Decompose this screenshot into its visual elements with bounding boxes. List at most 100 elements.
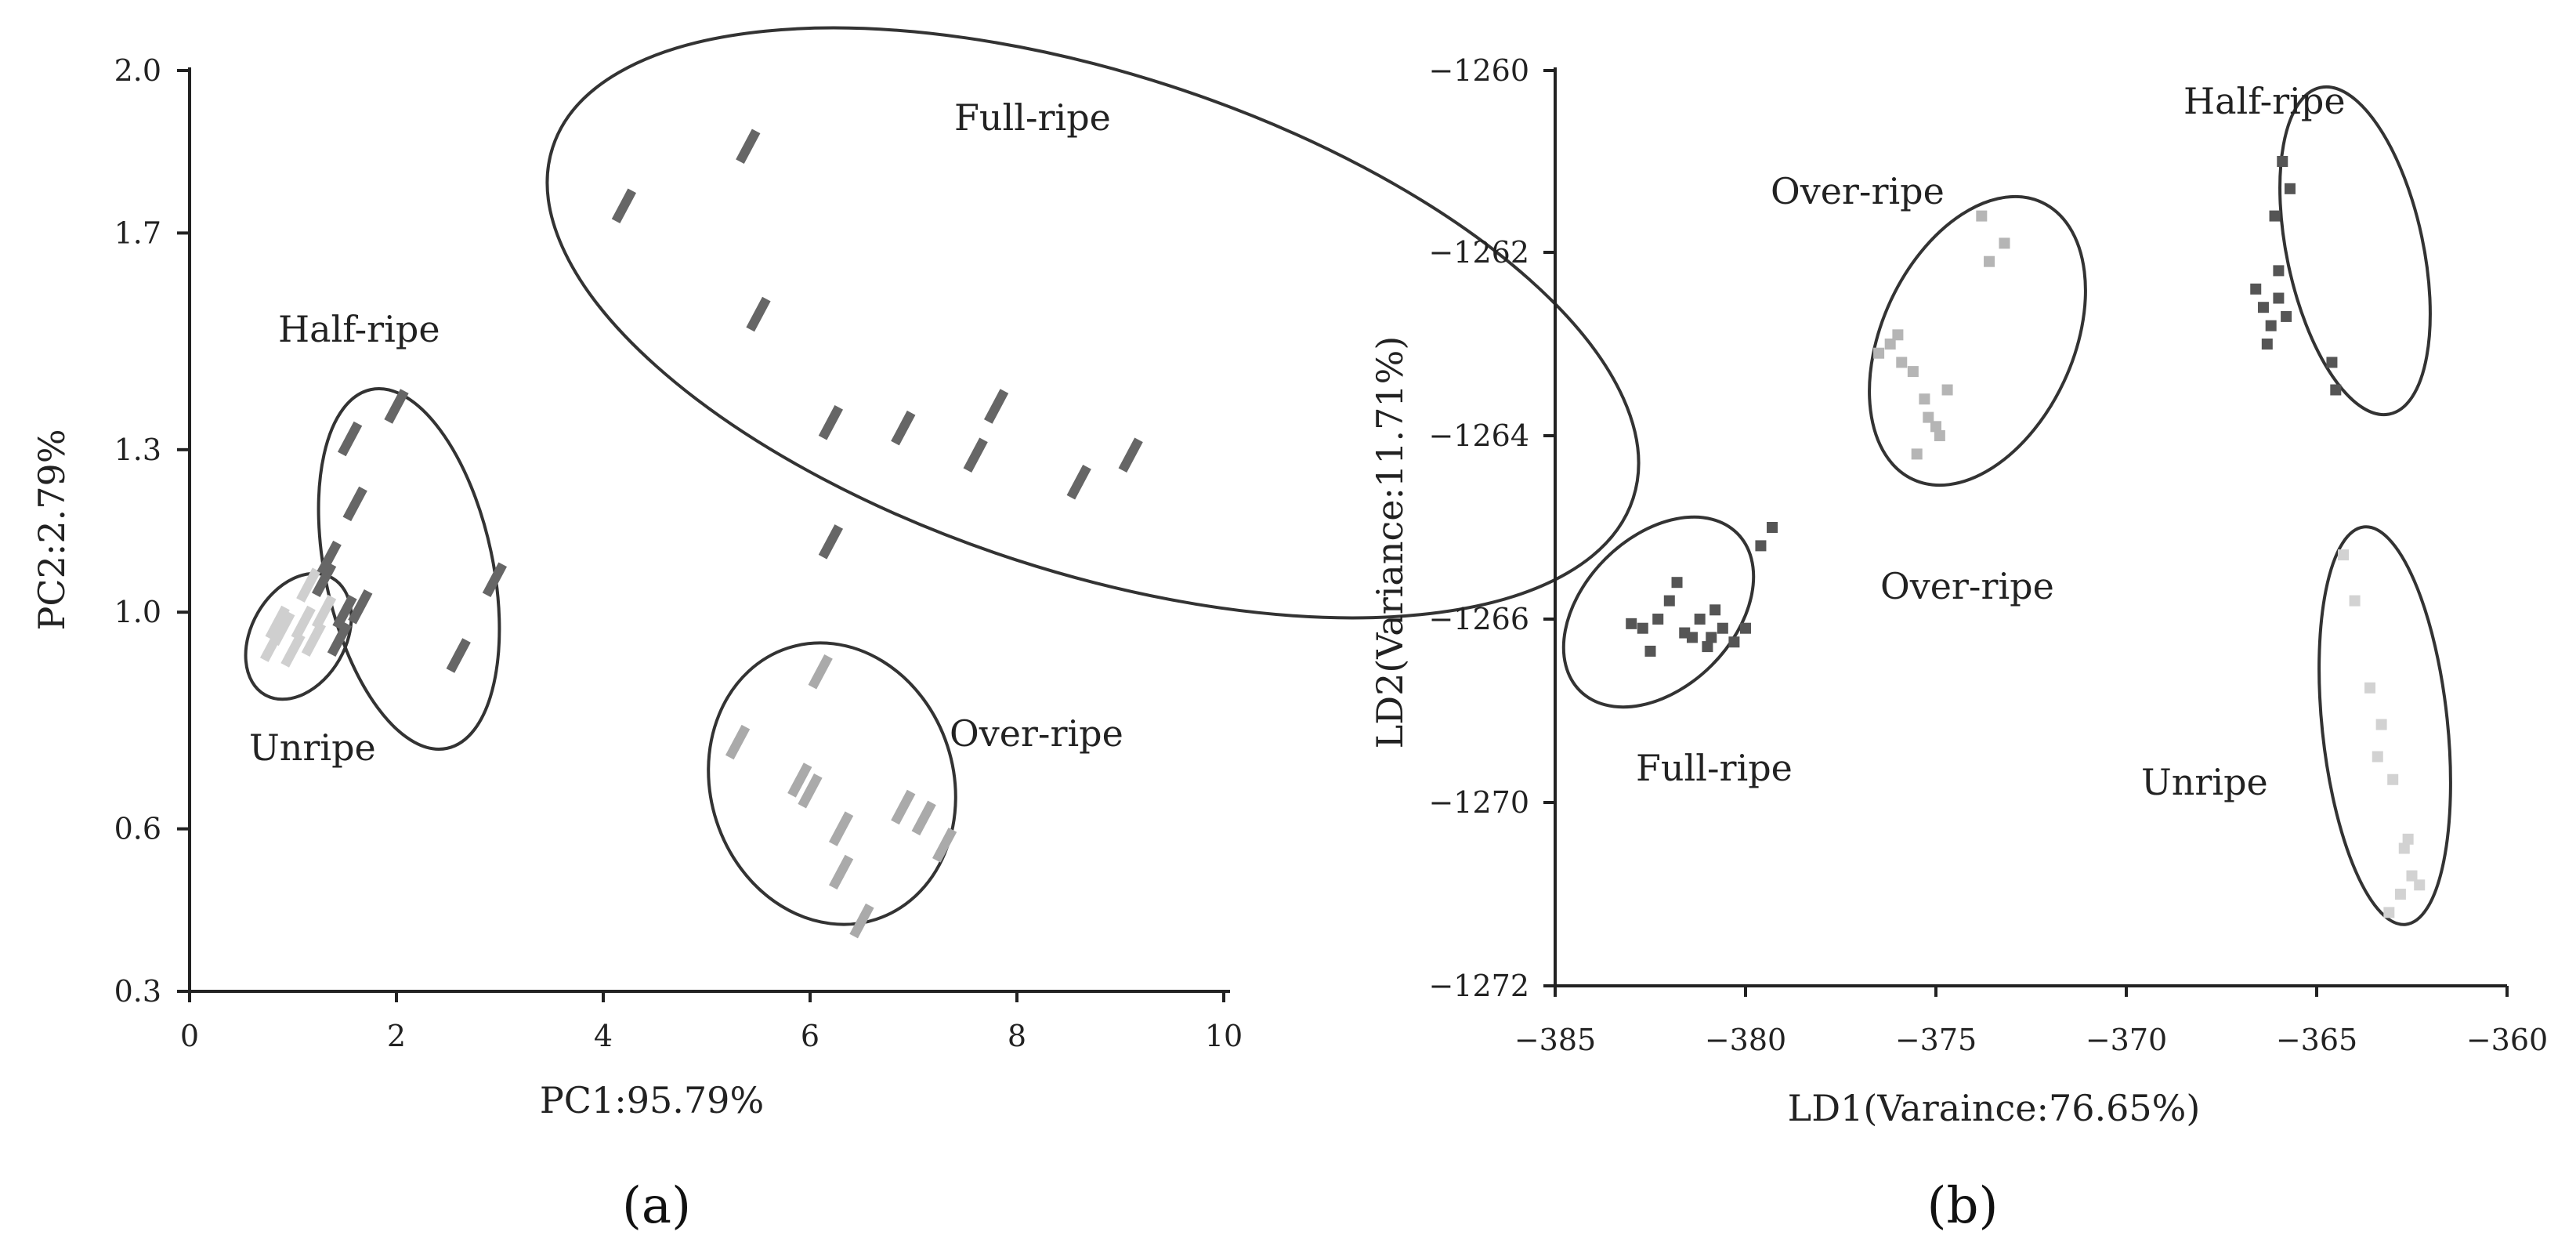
panel-a-point-full-ripe — [891, 410, 916, 446]
panel-a-point-half-ripe — [332, 594, 357, 630]
panel-a-x-tick-label: 10 — [1205, 1019, 1243, 1053]
panel-b-point-unripe — [2406, 870, 2418, 882]
panel-a-pca-plot: 0 2 4 6 8 10 0.3 0.6 1.0 1.3 1.7 2.0 Full-ripe Hal… — [31, 26, 1641, 1235]
panel-a-point-full-ripe — [818, 405, 844, 440]
panel-b-point-unripe — [2349, 595, 2361, 607]
panel-b-x-tick-label: −370 — [2086, 1023, 2167, 1057]
panel-a-point-unripe — [280, 632, 306, 668]
panel-b-point-full-ripe — [1663, 595, 1675, 607]
panel-a-point-full-ripe — [963, 437, 988, 473]
panel-b-point-over-ripe — [1984, 255, 1995, 267]
panel-b-point-unripe — [2387, 773, 2399, 785]
panel-b-point-full-ripe — [1702, 641, 1713, 653]
panel-b-y-tick-label: −1272 — [1428, 969, 1529, 1003]
panel-a-point-half-ripe — [342, 486, 367, 522]
panel-b-point-over-ripe — [1911, 448, 1923, 460]
panel-b-point-full-ripe — [1755, 540, 1767, 552]
panel-a-point-over-ripe — [828, 854, 854, 890]
panel-b-x-ticks: −385 −380 −375 −370 −365 −360 — [1514, 986, 2548, 1057]
panel-b-point-full-ripe — [1694, 614, 1706, 625]
panel-b-y-tick-label: −1262 — [1428, 235, 1529, 270]
panel-a-ellipse-full-ripe — [545, 26, 1641, 620]
panel-b-point-over-ripe — [1907, 366, 1919, 378]
panel-a-point-unripe — [311, 594, 337, 630]
panel-b-point-half-ripe — [2250, 283, 2262, 295]
panel-b-point-half-ripe — [2273, 292, 2285, 304]
panel-a-caption: (a) — [622, 1177, 691, 1235]
panel-b-label-over-ripe-top: Over-ripe — [1771, 170, 1945, 212]
panel-a-point-over-ripe — [891, 789, 916, 825]
panel-b-point-full-ripe — [1686, 632, 1698, 643]
panel-b-x-tick-label: −385 — [1514, 1023, 1596, 1057]
panel-b-x-tick-label: −360 — [2466, 1023, 2548, 1057]
panel-b-points — [1626, 156, 2426, 918]
panel-b-point-unripe — [2383, 907, 2395, 918]
panel-a-point-half-ripe — [384, 389, 409, 424]
panel-b-point-half-ripe — [2330, 384, 2342, 396]
panel-a-x-tick-label: 6 — [801, 1019, 819, 1053]
panel-b-point-half-ripe — [2326, 357, 2338, 368]
panel-b-point-half-ripe — [2265, 320, 2277, 331]
panel-b-point-over-ripe — [1919, 393, 1930, 405]
panel-b-point-unripe — [2372, 751, 2383, 763]
panel-b-point-half-ripe — [2269, 210, 2281, 222]
panel-a-point-full-ripe — [983, 389, 1009, 424]
panel-b-caption: (b) — [1927, 1177, 1999, 1235]
panel-b-point-half-ripe — [2281, 310, 2292, 322]
panel-a-point-half-ripe — [482, 562, 508, 597]
panel-a-point-half-ripe — [311, 562, 337, 597]
panel-a-point-over-ripe — [787, 763, 812, 798]
panel-a-label-over-ripe: Over-ripe — [950, 712, 1123, 755]
panel-a-point-unripe — [291, 605, 316, 641]
panel-a-label-half-ripe: Half-ripe — [278, 308, 440, 350]
panel-a-y-tick-label: 1.7 — [114, 216, 161, 250]
panel-b-point-over-ripe — [1923, 411, 1934, 423]
panel-b-point-half-ripe — [2277, 156, 2288, 167]
panel-b-ellipse-half-ripe — [2278, 85, 2432, 417]
panel-b-label-half-ripe: Half-ripe — [2183, 80, 2346, 122]
panel-b-point-half-ripe — [2257, 302, 2269, 313]
panel-b-point-full-ripe — [1706, 632, 1717, 643]
panel-b-y-tick-label: −1264 — [1428, 418, 1529, 453]
panel-b-point-unripe — [2394, 889, 2406, 900]
panel-a-point-unripe — [301, 621, 327, 657]
panel-b-point-unripe — [2364, 682, 2376, 694]
panel-b-point-full-ripe — [1652, 614, 1664, 625]
panel-a-y-tick-label: 0.3 — [114, 974, 161, 1009]
panel-b-point-over-ripe — [1892, 329, 1904, 341]
panel-b-point-full-ripe — [1671, 577, 1683, 589]
panel-b-point-unripe — [2398, 842, 2410, 854]
panel-b-point-full-ripe — [1626, 618, 1637, 629]
panel-b-point-unripe — [2338, 549, 2350, 561]
panel-a-ellipse-over-ripe — [707, 641, 957, 926]
panel-b-point-over-ripe — [1896, 357, 1908, 368]
panel-b-point-half-ripe — [2284, 183, 2296, 194]
panel-a-point-over-ripe — [911, 800, 936, 836]
panel-a-y-ticks: 0.3 0.6 1.0 1.3 1.7 2.0 — [114, 53, 190, 1009]
panel-b-point-full-ripe — [1740, 622, 1751, 634]
panel-b-y-ticks: −1260 −1262 −1264 −1266 −1270 −1272 — [1428, 53, 1555, 1003]
panel-a-point-full-ripe — [1066, 465, 1091, 500]
panel-b-point-half-ripe — [2261, 339, 2273, 350]
panel-a-x-label: PC1:95.79% — [540, 1079, 764, 1121]
panel-a-point-full-ripe — [746, 296, 771, 332]
panel-b-label-unripe: Unripe — [2141, 761, 2268, 803]
panel-a-point-unripe — [296, 567, 321, 603]
panel-b-point-unripe — [2414, 879, 2426, 891]
panel-a-y-tick-label: 0.6 — [114, 812, 161, 846]
panel-b-point-over-ripe — [1999, 237, 2010, 249]
panel-a-x-tick-label: 8 — [1008, 1019, 1026, 1053]
panel-a-ellipse-half-ripe — [317, 387, 501, 751]
panel-a-point-half-ripe — [348, 589, 373, 625]
panel-a-point-over-ripe — [808, 654, 833, 690]
panel-a-point-half-ripe — [317, 540, 342, 576]
panel-b-y-tick-label: −1270 — [1428, 785, 1529, 820]
panel-b-y-label: LD2(Variance:11.71%) — [1369, 336, 1411, 749]
panel-b-ellipse-over-ripe — [1868, 194, 2087, 487]
panel-b-ellipse-full-ripe — [1561, 515, 1756, 709]
panel-b-point-full-ripe — [1709, 604, 1721, 616]
panel-a-x-tick-label: 4 — [594, 1019, 613, 1053]
panel-b-x-label: LD1(Varaince:76.65%) — [1788, 1087, 2201, 1129]
panel-b-point-over-ripe — [1884, 339, 1896, 350]
